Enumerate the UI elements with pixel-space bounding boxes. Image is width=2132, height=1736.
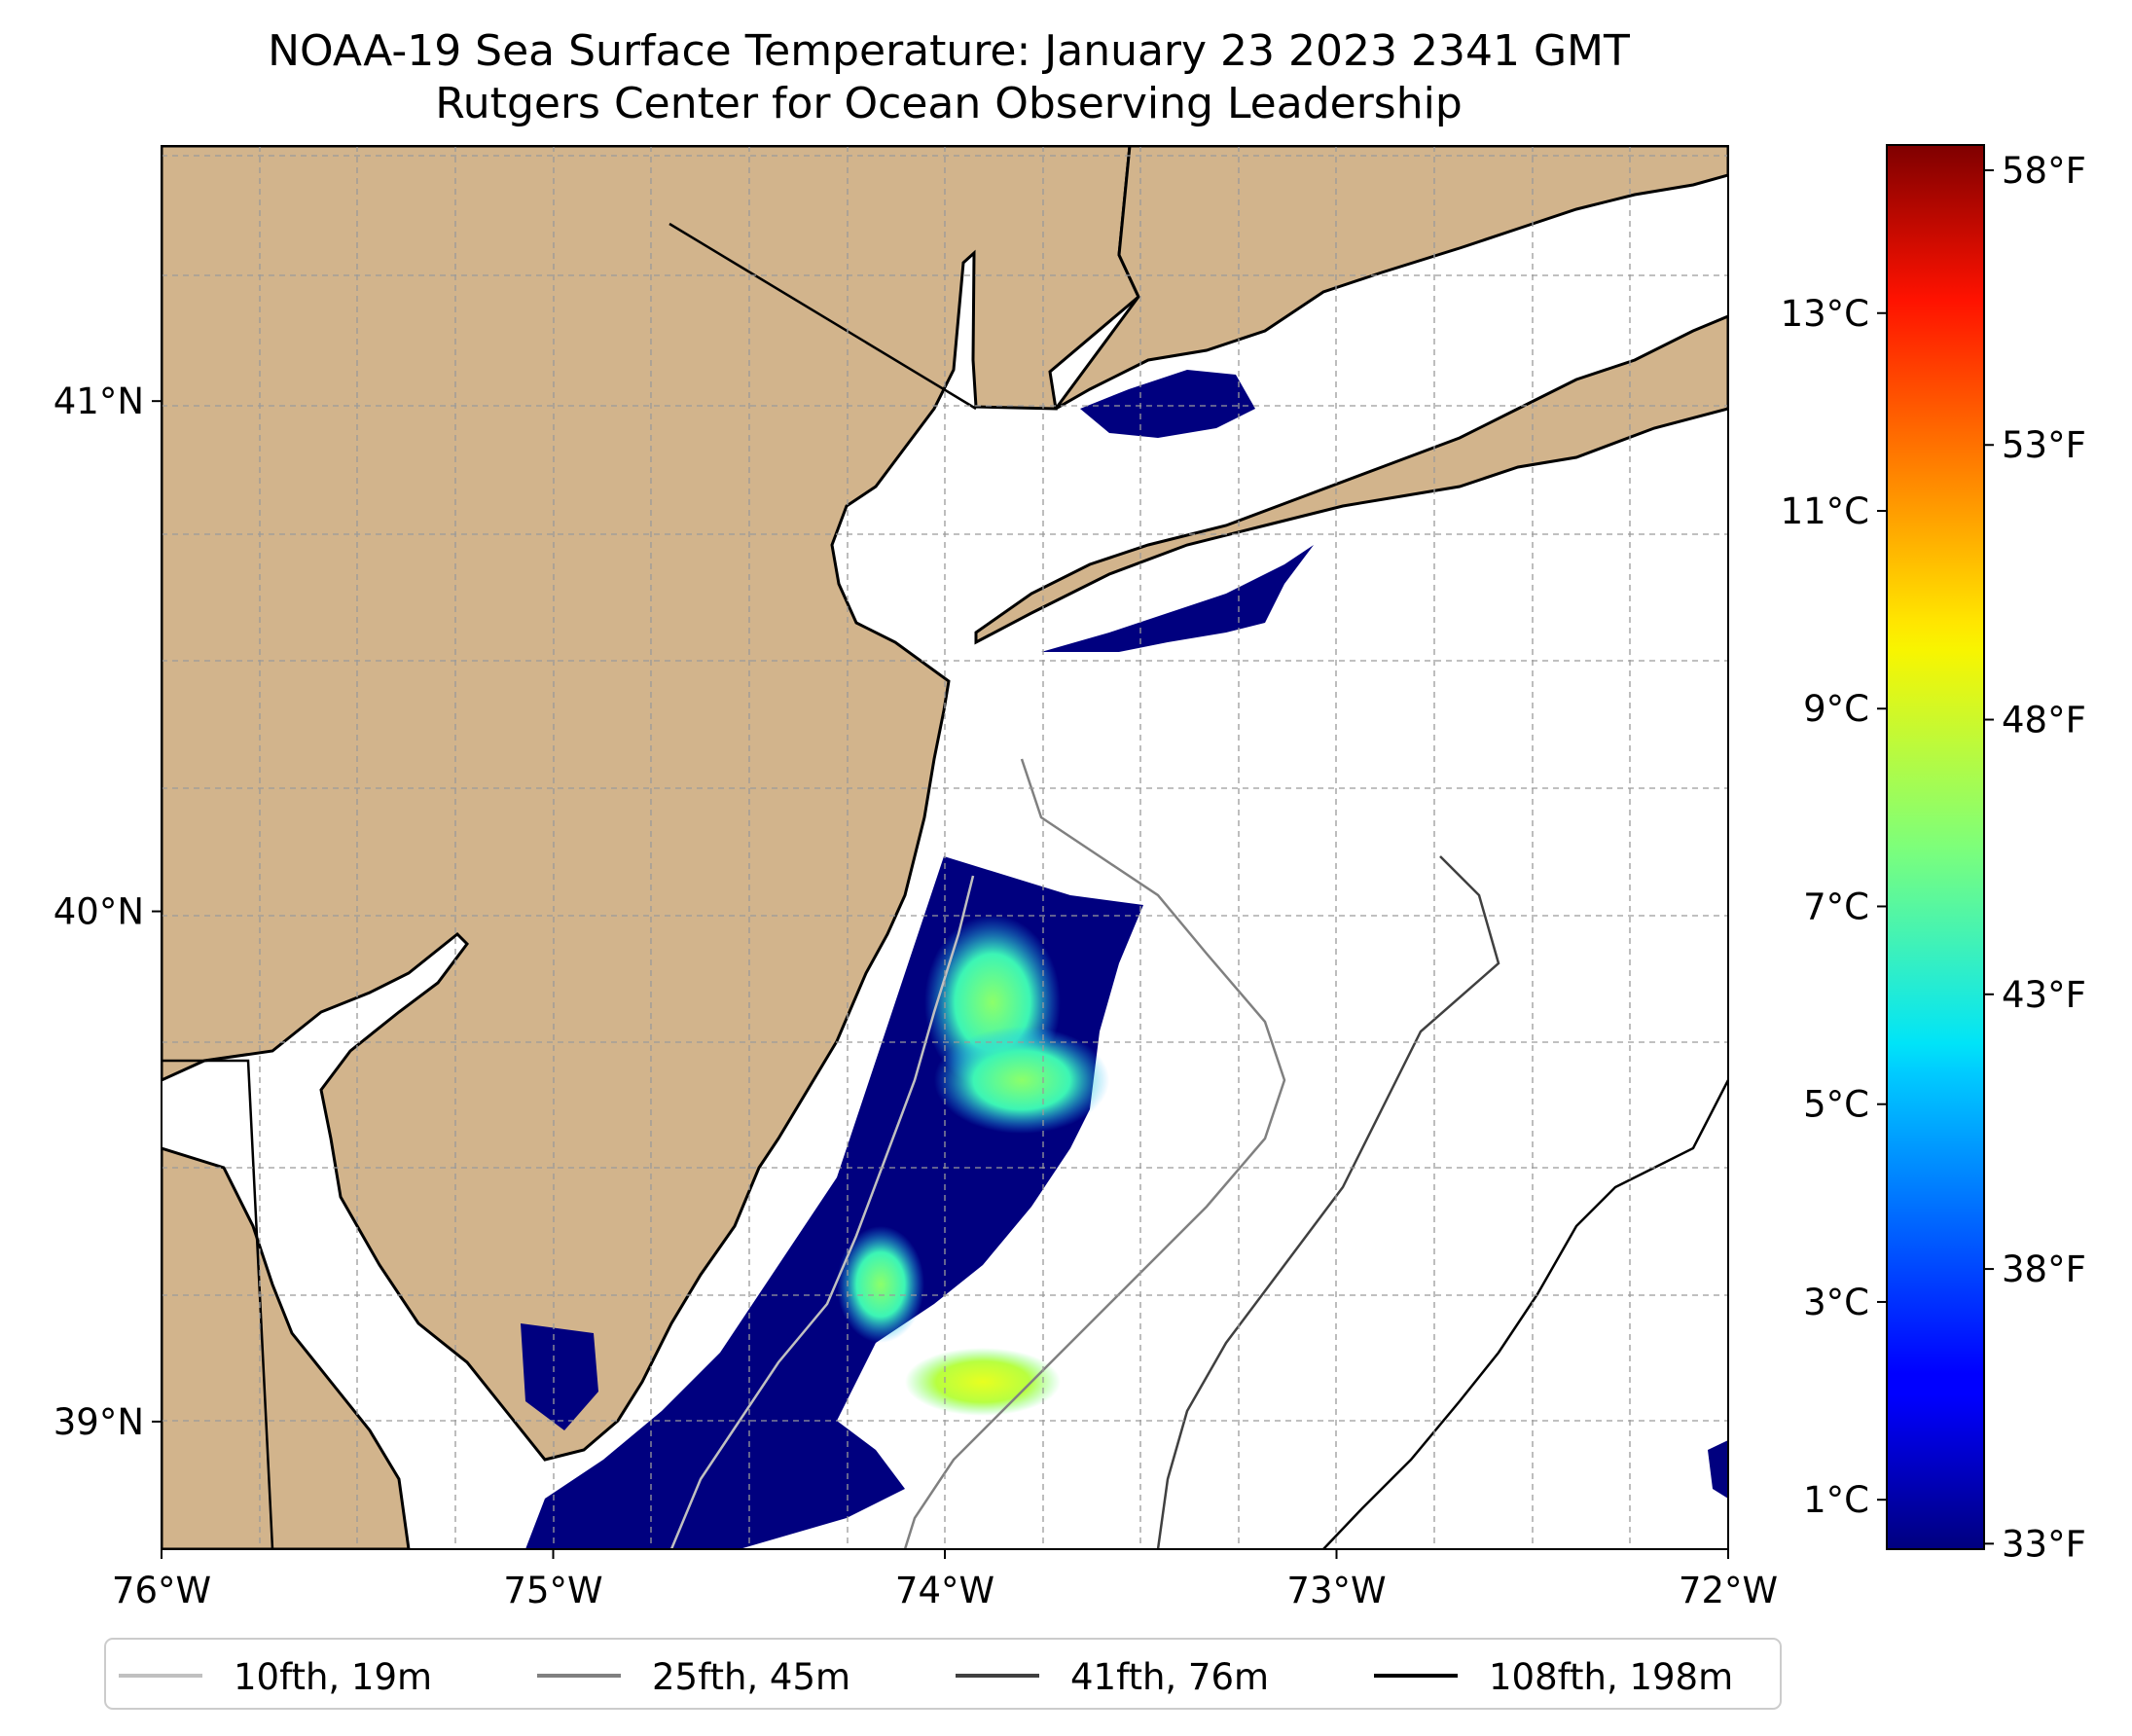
legend-label-10fth: 10fth, 19m [234, 1656, 432, 1698]
fahrenheit-tick-label: 43°F [2002, 974, 2086, 1016]
contour-legend: 10fth, 19m 25fth, 45m 41fth, 76m 108fth,… [104, 1638, 1782, 1710]
legend-label-25fth: 25fth, 45m [652, 1656, 850, 1698]
contour-10fth [669, 875, 975, 1549]
lon-tick-label: 74°W [895, 1570, 994, 1611]
sst-warm-patch-south [837, 1226, 924, 1343]
sst-cold-patch-bay [521, 1323, 598, 1430]
fahrenheit-tick-label: 38°F [2002, 1248, 2086, 1290]
state-border-ny-nj [669, 222, 977, 411]
celsius-tick-label: 11°C [1781, 490, 1869, 532]
sst-warm-patch-yellow [905, 1348, 1061, 1416]
contour-25fth [903, 758, 1286, 1549]
celsius-tick-label: 13°C [1781, 293, 1869, 335]
sst-cold-patch-east [1708, 1440, 1728, 1499]
map-axis-ticks: 76°W 75°W 74°W 73°W 72°W 41°N 40°N 39°N [54, 380, 1778, 1611]
colorbar-ticks: 1°C 3°C 5°C 7°C 9°C 11°C 13°C 33°F 38°F 43°F 48°F 5… [1781, 150, 2086, 1565]
fahrenheit-tick-label: 48°F [2002, 700, 2086, 741]
legend-frame [104, 1638, 1782, 1710]
map-area [162, 146, 1728, 1549]
land-delmarva [162, 1146, 411, 1549]
fahrenheit-tick-label: 53°F [2002, 424, 2086, 466]
legend-label-41fth: 41fth, 76m [1070, 1656, 1269, 1698]
map-subtitle: Rutgers Center for Ocean Observing Leade… [435, 79, 1463, 128]
celsius-tick-label: 5°C [1803, 1084, 1869, 1126]
lat-tick-label: 40°N [54, 891, 144, 933]
lon-tick-label: 73°W [1286, 1570, 1386, 1611]
state-border-pa-de [162, 1059, 274, 1549]
contour-41fth [1156, 855, 1500, 1549]
celsius-tick-label: 3°C [1803, 1282, 1869, 1323]
fahrenheit-tick-label: 58°F [2002, 150, 2086, 192]
celsius-tick-label: 1°C [1803, 1479, 1869, 1521]
celsius-tick-label: 7°C [1803, 886, 1869, 927]
sst-warm-patch-mid [934, 1027, 1109, 1134]
land-connecticut [1054, 146, 1728, 411]
fahrenheit-tick-label: 33°F [2002, 1523, 2086, 1565]
sst-cold-patch-li [1041, 545, 1314, 652]
sst-cold-patch-sound [1080, 370, 1255, 438]
gridlines [162, 146, 1728, 1549]
colorbar [1886, 144, 1985, 1550]
contour-108fth [1322, 1079, 1728, 1549]
map-title: NOAA-19 Sea Surface Temperature: January… [268, 26, 1630, 76]
lon-tick-label: 75°W [503, 1570, 602, 1611]
celsius-tick-label: 9°C [1803, 688, 1869, 730]
lon-tick-label: 72°W [1679, 1570, 1778, 1611]
legend-label-108fth: 108fth, 198m [1489, 1656, 1733, 1698]
lat-tick-label: 41°N [54, 380, 144, 422]
lat-tick-label: 39°N [54, 1401, 144, 1443]
land-mainland [162, 146, 1140, 1462]
lon-tick-label: 76°W [112, 1570, 211, 1611]
